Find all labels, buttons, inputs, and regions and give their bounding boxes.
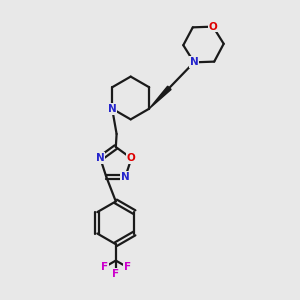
Text: F: F	[112, 269, 119, 279]
Text: F: F	[101, 262, 108, 272]
Text: O: O	[127, 153, 136, 163]
Text: N: N	[190, 57, 198, 67]
Text: N: N	[96, 153, 105, 163]
Text: N: N	[108, 104, 116, 114]
Polygon shape	[149, 86, 171, 109]
Text: N: N	[121, 172, 130, 182]
Text: F: F	[124, 262, 131, 272]
Text: O: O	[208, 22, 217, 32]
